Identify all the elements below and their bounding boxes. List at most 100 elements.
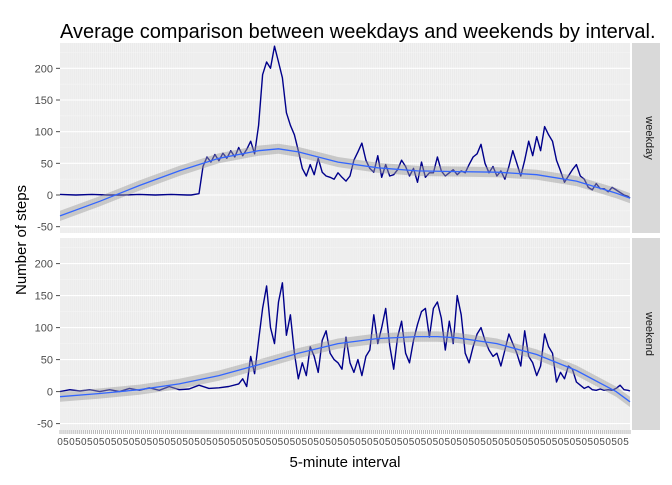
x-tick-label: 0 xyxy=(570,437,576,448)
facet-strip-label: weekend xyxy=(643,311,655,356)
x-tick-label: 0 xyxy=(200,437,206,448)
steps-line-weekend xyxy=(59,282,631,393)
y-tick-label: -50 xyxy=(37,419,53,431)
x-tick-label: 5 xyxy=(313,437,319,448)
x-tick-label: 5 xyxy=(385,437,391,448)
x-tick-label: 5 xyxy=(194,437,200,448)
x-tick-label: 0 xyxy=(319,437,325,448)
x-tick-label: 5 xyxy=(278,437,284,448)
x-tick-label: 0 xyxy=(212,437,218,448)
x-tick-label: 5 xyxy=(159,437,165,448)
y-tick-label: 100 xyxy=(35,127,53,139)
facet-strip-label: weekday xyxy=(643,115,655,160)
x-tick-label: 5 xyxy=(361,437,367,448)
x-tick-label: 0 xyxy=(129,437,135,448)
x-tick-label: 0 xyxy=(605,437,611,448)
x-tick-label: 0 xyxy=(558,437,564,448)
x-tick-label: 0 xyxy=(260,437,266,448)
x-tick-label: 5 xyxy=(325,437,331,448)
y-tick-label: 200 xyxy=(35,259,53,271)
x-tick-label: 0 xyxy=(343,437,349,448)
fit-line-weekday xyxy=(59,148,631,217)
y-tick-label: 50 xyxy=(41,355,53,367)
x-tick-label: 0 xyxy=(582,437,588,448)
x-tick-label: 0 xyxy=(188,437,194,448)
y-tick-label: 150 xyxy=(35,291,53,303)
x-tick-label: 0 xyxy=(498,437,504,448)
x-tick-label: 5 xyxy=(170,437,176,448)
x-tick-label: 0 xyxy=(439,437,445,448)
x-tick-label: 5 xyxy=(516,437,522,448)
x-tick-label: 5 xyxy=(99,437,105,448)
facet-strip xyxy=(632,238,660,430)
x-tick-label: 5 xyxy=(587,437,593,448)
x-tick-label: 5 xyxy=(576,437,582,448)
x-tick-label: 5 xyxy=(135,437,141,448)
x-tick-label: 5 xyxy=(123,437,129,448)
x-tick-label: 5 xyxy=(492,437,498,448)
facet-panel-weekend: -50 0 50 100 150 200 weekend xyxy=(35,238,660,431)
x-tick-label: 5 xyxy=(206,437,212,448)
x-tick-label: 5 xyxy=(373,437,379,448)
x-tick-label: 5 xyxy=(63,437,69,448)
x-tick-label: 5 xyxy=(409,437,415,448)
x-tick-label: 0 xyxy=(546,437,552,448)
y-tick-label: -50 xyxy=(37,222,53,234)
y-tick-label: 0 xyxy=(47,190,53,202)
x-tick-label: 0 xyxy=(224,437,230,448)
facet-strip xyxy=(632,43,660,233)
x-tick-label: 0 xyxy=(69,437,75,448)
x-tick-label: 5 xyxy=(599,437,605,448)
x-tick-label: 5 xyxy=(552,437,558,448)
x-tick-label: 0 xyxy=(236,437,242,448)
x-tick-label: 5 xyxy=(290,437,296,448)
x-tick-label: 5 xyxy=(397,437,403,448)
x-tick-label: 0 xyxy=(105,437,111,448)
x-tick-label: 0 xyxy=(617,437,623,448)
y-tick-label: 0 xyxy=(47,387,53,399)
x-tick-label: 5 xyxy=(456,437,462,448)
x-tick-label: 5 xyxy=(468,437,474,448)
x-tick-label: 5 xyxy=(540,437,546,448)
x-tick-label: 0 xyxy=(331,437,337,448)
x-tick-label: 0 xyxy=(510,437,516,448)
x-tick-label: 5 xyxy=(230,437,236,448)
panel-background xyxy=(60,238,630,430)
x-tick-label: 0 xyxy=(176,437,182,448)
x-tick-label: 5 xyxy=(266,437,272,448)
x-tick-label: 0 xyxy=(379,437,385,448)
facet-panel-weekday: -50 0 50 100 150 200 weekday xyxy=(35,43,660,234)
x-tick-label: 0 xyxy=(462,437,468,448)
x-tick-label: 0 xyxy=(81,437,87,448)
x-tick-label: 5 xyxy=(421,437,427,448)
x-tick-label: 0 xyxy=(593,437,599,448)
x-tick-label: 0 xyxy=(450,437,456,448)
x-tick-label: 5 xyxy=(480,437,486,448)
y-tick-label: 100 xyxy=(35,323,53,335)
x-tick-label: 0 xyxy=(474,437,480,448)
y-tick-label: 50 xyxy=(41,158,53,170)
x-tick-label: 0 xyxy=(522,437,528,448)
steps-line-weekday xyxy=(59,45,631,199)
x-tick-label: 0 xyxy=(93,437,99,448)
x-tick-label: 0 xyxy=(534,437,540,448)
fit-confidence-band xyxy=(60,331,630,407)
x-tick-label: 5 xyxy=(147,437,153,448)
x-axis-label: 5-minute interval xyxy=(290,454,401,471)
panel-background xyxy=(60,43,630,233)
x-tick-label: 5 xyxy=(445,437,451,448)
x-tick-label: 5 xyxy=(623,437,629,448)
x-tick-label: 5 xyxy=(218,437,224,448)
x-tick-label: 5 xyxy=(242,437,248,448)
x-tick-label: 5 xyxy=(337,437,343,448)
x-tick-label: 5 xyxy=(75,437,81,448)
x-tick-label: 0 xyxy=(164,437,170,448)
x-tick-label: 0 xyxy=(415,437,421,448)
y-axis-label: Number of steps xyxy=(13,185,30,295)
x-tick-label: 0 xyxy=(367,437,373,448)
x-tick-label: 5 xyxy=(504,437,510,448)
x-tick-label: 0 xyxy=(117,437,123,448)
x-tick-label: 5 xyxy=(302,437,308,448)
y-tick-label: 150 xyxy=(35,95,53,107)
